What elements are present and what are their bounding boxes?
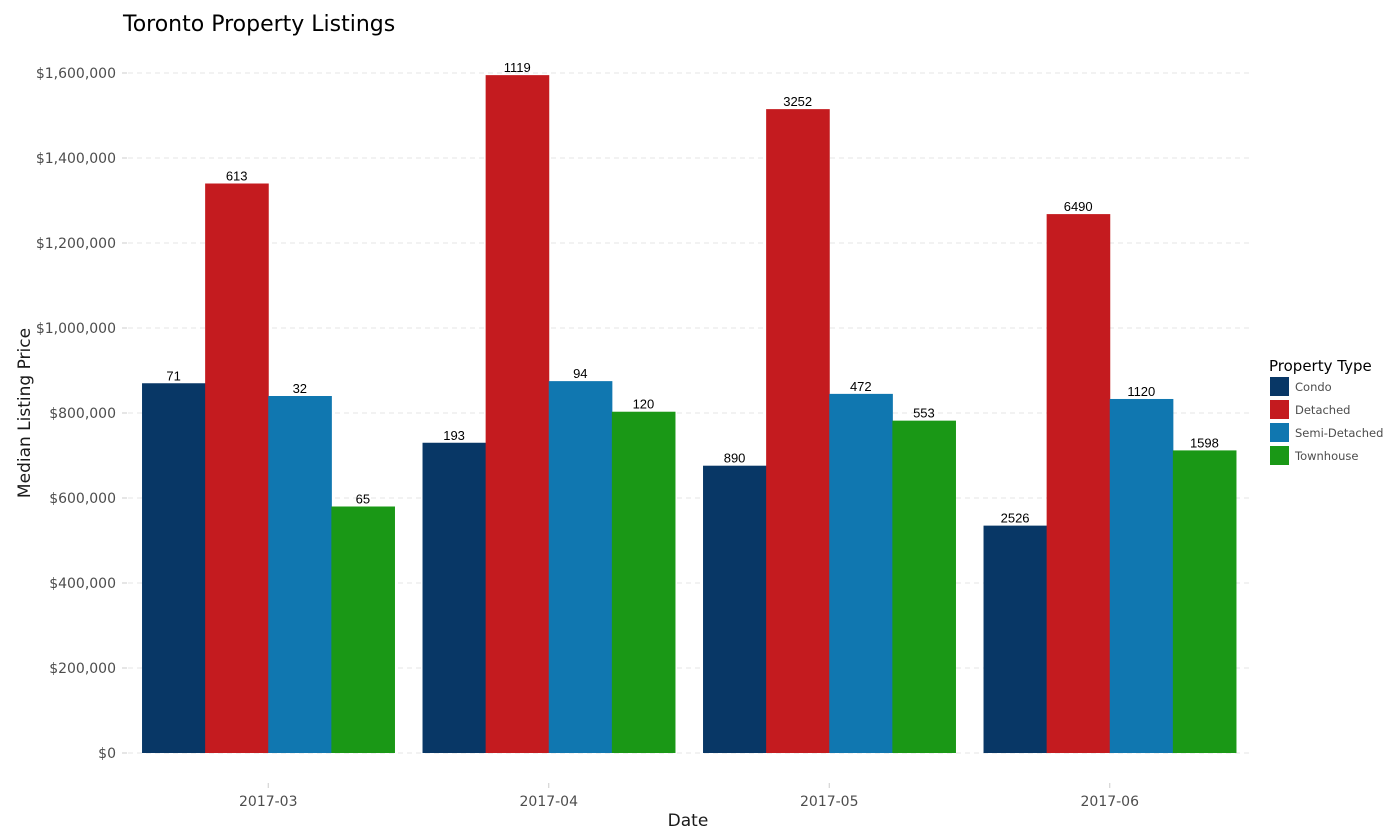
data-label: 6490 [1064,199,1093,214]
y-axis-title: Median Listing Price [15,328,35,498]
y-tick-label: $1,400,000 [36,151,116,167]
data-label: 65 [356,492,370,507]
data-label: 472 [850,379,872,394]
bar-semi-detached-2017-05 [829,393,893,753]
x-axis-ticks: 2017-03 2017-04 2017-05 2017-06 [239,783,1139,810]
data-label: 613 [226,169,248,184]
y-axis-ticks: $0 $200,000 $400,000 $600,000 $800,000 $1,000… [36,66,127,762]
data-label: 890 [724,451,746,466]
bar-condo-2017-03 [142,383,206,753]
data-label: 553 [913,406,935,421]
data-label: 32 [293,381,307,396]
legend-swatch [1270,400,1289,419]
legend-swatch [1270,377,1289,396]
data-label: 2526 [1001,511,1030,526]
bar-semi-detached-2017-06 [1109,398,1174,753]
bar-townhouse-2017-04 [611,411,676,753]
data-label: 3252 [783,94,812,109]
bar-townhouse-2017-06 [1172,450,1237,753]
y-tick-label: $800,000 [49,406,116,422]
bar-condo-2017-05 [703,465,767,753]
x-axis-title: Date [668,811,709,831]
bar-townhouse-2017-05 [892,420,956,753]
y-tick-label: $1,200,000 [36,236,116,252]
bar-detached-2017-04 [485,75,550,753]
bar-condo-2017-04 [422,442,487,753]
bars [142,75,1237,754]
data-label: 1598 [1190,435,1219,450]
legend-item-label: Condo [1295,380,1332,394]
legend-item-label: Townhouse [1294,449,1358,463]
bar-detached-2017-06 [1046,214,1111,754]
bar-condo-2017-06 [983,525,1048,753]
chart-title: Toronto Property Listings [122,12,395,37]
y-tick-label: $600,000 [49,491,116,507]
legend-swatch [1270,423,1289,442]
data-label: 120 [633,397,655,412]
x-tick-label: 2017-06 [1081,794,1140,810]
y-tick-label: $1,000,000 [36,321,116,337]
bar-detached-2017-05 [766,109,830,753]
x-tick-label: 2017-05 [800,794,859,810]
y-tick-label: $1,600,000 [36,66,116,82]
x-tick-label: 2017-03 [239,794,298,810]
legend-item-label: Semi-Detached [1295,426,1383,440]
data-labels: 71 613 32 65 193 1119 94 120 890 3252 472 553 2526 64… [166,60,1219,526]
data-label: 94 [573,366,587,381]
y-tick-label: $400,000 [49,576,116,592]
data-label: 1120 [1127,384,1155,399]
y-tick-label: $200,000 [49,661,116,677]
bar-townhouse-2017-03 [331,506,395,753]
gridlines [128,72,1250,754]
bar-detached-2017-03 [205,183,269,753]
legend-item-label: Detached [1295,403,1350,417]
bar-semi-detached-2017-04 [548,381,613,753]
data-label: 193 [443,428,465,443]
legend-title: Property Type [1269,357,1372,375]
legend: Property Type Condo Detached Semi-Detached… [1269,357,1383,465]
bar-semi-detached-2017-03 [268,396,332,753]
data-label: 71 [166,368,180,383]
data-label: 1119 [504,60,531,75]
x-tick-label: 2017-04 [520,794,579,810]
legend-swatch [1270,446,1289,465]
y-tick-label: $0 [98,746,116,762]
